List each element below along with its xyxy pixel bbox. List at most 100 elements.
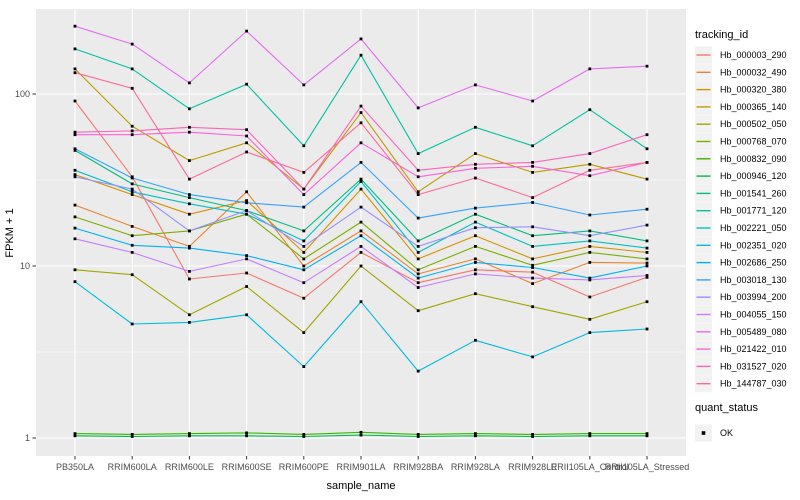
- data-point: [73, 215, 77, 219]
- data-point: [588, 331, 592, 334]
- data-point: [188, 81, 191, 85]
- legend-label: Hb_003994_200: [720, 292, 787, 302]
- data-point: [588, 234, 592, 238]
- data-point: [73, 168, 77, 172]
- data-point: [188, 277, 191, 281]
- legend-label: Hb_000032_490: [720, 67, 787, 77]
- data-point: [188, 177, 191, 181]
- data-point: [588, 168, 592, 172]
- legend-entry: Hb_003994_200: [695, 288, 787, 306]
- data-point: [73, 226, 77, 230]
- y-tick-label: 100: [15, 89, 30, 99]
- data-point: [474, 162, 477, 166]
- data-point: [245, 134, 248, 138]
- legend-label: Hb_005489_080: [720, 327, 787, 337]
- data-point: [302, 144, 306, 148]
- data-point: [474, 261, 477, 264]
- data-point: [245, 128, 248, 132]
- data-point: [474, 166, 477, 170]
- legend-entry: Hb_000832_090: [695, 150, 787, 168]
- data-point: [359, 53, 363, 57]
- data-point: [531, 257, 534, 261]
- x-axis-title: sample_name: [326, 480, 396, 492]
- axis-tick-labels: 1 10 100 PB350LA RRIM600LA RRIM600LE RRIM600SE…: [15, 89, 689, 472]
- data-point: [531, 435, 534, 438]
- data-point: [73, 133, 77, 137]
- data-point: [130, 42, 134, 46]
- data-point: [73, 175, 77, 179]
- data-point: [245, 313, 248, 317]
- data-point: [130, 182, 134, 186]
- x-tick-label: RRIM928LA: [451, 462, 500, 472]
- data-point: [531, 201, 534, 204]
- data-point: [416, 286, 420, 289]
- data-point: [130, 193, 134, 196]
- data-point: [245, 285, 248, 288]
- data-point: [531, 196, 534, 199]
- data-point: [416, 257, 420, 261]
- data-point: [474, 220, 477, 224]
- legend-key-marker: [701, 431, 706, 435]
- data-point: [588, 276, 592, 280]
- data-point: [188, 229, 191, 233]
- data-point: [588, 152, 592, 155]
- legend-entry: Hb_003018_130: [695, 271, 787, 289]
- data-point: [416, 433, 420, 436]
- data-point: [130, 435, 134, 438]
- x-tick-label: RRIM901LA: [336, 462, 385, 472]
- data-points: [73, 24, 649, 438]
- data-point: [130, 273, 134, 277]
- data-point: [474, 338, 477, 342]
- data-point: [588, 67, 592, 71]
- data-point: [245, 201, 248, 205]
- legend-entry: Hb_000320_380: [695, 81, 787, 99]
- data-point: [73, 67, 77, 71]
- data-point: [245, 212, 248, 216]
- data-point: [531, 234, 534, 238]
- data-point: [588, 239, 592, 243]
- data-point: [73, 280, 77, 284]
- data-point: [474, 152, 477, 155]
- x-tick-label: PB350LA: [56, 462, 94, 472]
- legend-entry: Hb_031527_020: [695, 357, 787, 375]
- data-point: [416, 435, 420, 438]
- legend-entry: OK: [695, 424, 733, 442]
- data-point: [359, 104, 363, 108]
- data-point: [416, 190, 420, 194]
- data-point: [130, 433, 134, 436]
- data-point: [359, 229, 363, 233]
- data-point: [130, 133, 134, 137]
- legend-label: Hb_003018_130: [720, 275, 787, 285]
- legend-entry: Hb_000032_490: [695, 63, 787, 81]
- legend-tracking-id: Hb_000003_290 Hb_000032_490 Hb_000320_380 H…: [695, 46, 787, 393]
- data-point: [474, 206, 477, 210]
- data-point: [245, 254, 248, 257]
- data-point: [474, 272, 477, 276]
- data-point: [416, 281, 420, 285]
- data-point: [645, 64, 649, 68]
- legend-entry: Hb_000365_140: [695, 98, 787, 116]
- data-point: [73, 434, 77, 438]
- data-point: [188, 159, 191, 162]
- data-point: [474, 212, 477, 216]
- data-point: [645, 300, 649, 304]
- data-point: [130, 251, 134, 254]
- legend-label: Hb_001771_120: [720, 206, 787, 216]
- legend-title-quant-status: quant_status: [695, 402, 758, 414]
- data-point: [645, 434, 649, 438]
- legend-label: Hb_000502_050: [720, 119, 787, 129]
- data-point: [359, 220, 363, 224]
- data-point: [474, 245, 477, 248]
- data-point: [359, 161, 363, 164]
- data-point: [188, 196, 191, 199]
- data-point: [188, 313, 191, 317]
- data-point: [188, 130, 191, 134]
- data-point: [588, 295, 592, 299]
- data-point: [588, 245, 592, 248]
- data-point: [130, 225, 134, 228]
- data-point: [302, 264, 306, 268]
- data-point: [188, 212, 191, 216]
- data-point: [188, 432, 191, 435]
- data-point: [359, 187, 363, 191]
